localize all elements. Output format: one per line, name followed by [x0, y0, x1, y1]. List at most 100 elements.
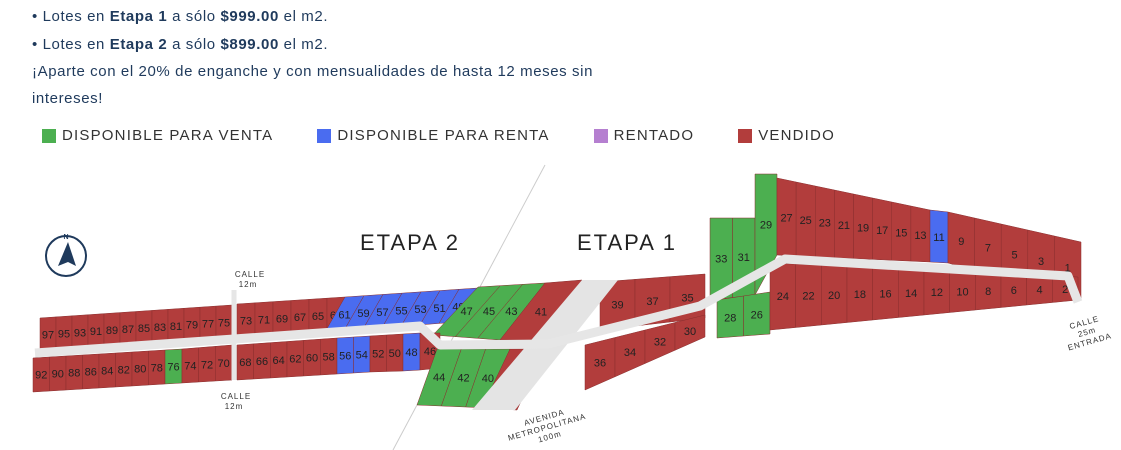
lot-number: 67 [294, 312, 306, 324]
lot-number: 23 [819, 218, 831, 230]
promo-text: ¡Aparte con el 20% de enganche y con men… [32, 63, 594, 80]
lot-number: 37 [646, 296, 658, 308]
lot-number: 48 [405, 347, 417, 359]
lot-number: 33 [715, 253, 727, 265]
lot-number: 56 [339, 351, 351, 363]
lot-number: 34 [624, 347, 636, 359]
lot-number: 58 [323, 352, 335, 364]
lot-number: 3 [1038, 256, 1044, 268]
legend-label: DISPONIBLE PARA RENTA [337, 127, 550, 144]
lot-30[interactable] [674, 314, 706, 351]
lot-number: 71 [258, 314, 270, 326]
lot-number: 75 [218, 318, 230, 330]
lot-number: 5 [1011, 249, 1017, 261]
lot-number: 26 [751, 310, 763, 322]
lot-number: 7 [985, 243, 991, 255]
lot-number: 18 [854, 289, 866, 301]
lot-number: 70 [218, 358, 230, 370]
calle-bottom-label: CALLE [221, 392, 251, 401]
lot-number: 19 [857, 222, 869, 234]
lot-number: 92 [35, 370, 47, 382]
etapa-2-label: ETAPA 2 [360, 230, 460, 255]
swatch [738, 128, 753, 143]
lot-number: 8 [985, 286, 991, 298]
legend-vendido: VENDIDO [738, 127, 835, 144]
legend-label: VENDIDO [758, 127, 835, 144]
main-road [34, 254, 1083, 358]
compass-ring [45, 235, 87, 277]
lot-number: 53 [414, 304, 426, 316]
lot-number: 2 [1062, 284, 1068, 296]
lot-number: 22 [802, 291, 814, 303]
lot-number: 35 [681, 293, 693, 305]
lot-number: 81 [170, 321, 182, 333]
lot-number: 79 [186, 320, 198, 332]
calle-top-label: CALLE [235, 270, 265, 279]
calle-top-width: 12m [239, 280, 258, 289]
legend: DISPONIBLE PARA VENTA DISPONIBLE PARA RE… [42, 127, 879, 144]
swatch [317, 128, 332, 143]
legend-venta: DISPONIBLE PARA VENTA [42, 127, 273, 144]
price-etapa-2: • Lotes en Etapa 2 a sólo $899.00 el m2. [32, 36, 329, 53]
lot-number: 9 [958, 236, 964, 248]
lot-number: 45 [483, 306, 495, 318]
lot-26[interactable] [743, 291, 771, 337]
lot-number: 97 [42, 329, 54, 341]
lot-number: 17 [876, 225, 888, 237]
compass-arrow-icon [58, 242, 76, 266]
promo-text-cont: intereses! [32, 90, 104, 107]
lot-number: 89 [106, 325, 118, 337]
lot-number: 41 [535, 307, 547, 319]
lot-number: 15 [895, 227, 907, 239]
compass-n: N [63, 234, 68, 241]
lot-number: 83 [154, 322, 166, 334]
lot-number: 24 [777, 291, 789, 303]
lot-number: 91 [90, 326, 102, 338]
lot-number: 25 [800, 215, 812, 227]
legend-rentado: RENTADO [593, 127, 695, 144]
compass: N [45, 234, 87, 277]
lot-number: 74 [184, 360, 196, 372]
lot-number: 84 [101, 366, 113, 378]
legend-renta: DISPONIBLE PARA RENTA [317, 127, 549, 144]
lot-number: 4 [1036, 285, 1042, 297]
lot-number: 95 [58, 328, 70, 340]
lot-number: 87 [122, 324, 134, 336]
lot-number: 51 [433, 303, 445, 315]
lot-number: 44 [433, 372, 445, 384]
legend-label: RENTADO [613, 127, 695, 144]
lot-number: 77 [202, 319, 214, 331]
lot-number: 21 [838, 220, 850, 232]
lot-number: 72 [201, 359, 213, 371]
lot-number: 59 [357, 308, 369, 320]
lot-number: 10 [956, 287, 968, 299]
lot-number: 61 [338, 310, 350, 322]
lot-number: 47 [461, 306, 473, 318]
lot-number: 29 [760, 220, 772, 232]
lot-number: 80 [134, 364, 146, 376]
lot-number: 73 [240, 315, 252, 327]
lot-number: 86 [85, 367, 97, 379]
lot-number: 54 [356, 350, 368, 362]
price-etapa-1: • Lotes en Etapa 1 a sólo $999.00 el m2. [32, 8, 329, 25]
lot-number: 85 [138, 323, 150, 335]
lot-number: 57 [376, 307, 388, 319]
swatch [42, 128, 56, 143]
lot-number: 6 [1011, 285, 1017, 297]
lot-number: 82 [118, 365, 130, 377]
lot-number: 40 [482, 373, 494, 385]
lot-number: 62 [289, 354, 301, 366]
lot-number: 46 [424, 346, 436, 358]
lot-number: 43 [505, 306, 517, 318]
lot-number: 36 [594, 357, 606, 369]
lot-number: 11 [933, 232, 944, 244]
lot-number: 52 [372, 349, 384, 361]
lot-number: 88 [68, 368, 80, 380]
lot-number: 64 [273, 355, 285, 367]
lot-number: 1 [1065, 263, 1071, 275]
lot-number: 14 [905, 288, 917, 300]
etapa-1-label: ETAPA 1 [577, 230, 677, 255]
lot-number: 16 [879, 289, 891, 301]
lot-number: 78 [151, 363, 163, 375]
lot-number: 28 [724, 313, 736, 325]
